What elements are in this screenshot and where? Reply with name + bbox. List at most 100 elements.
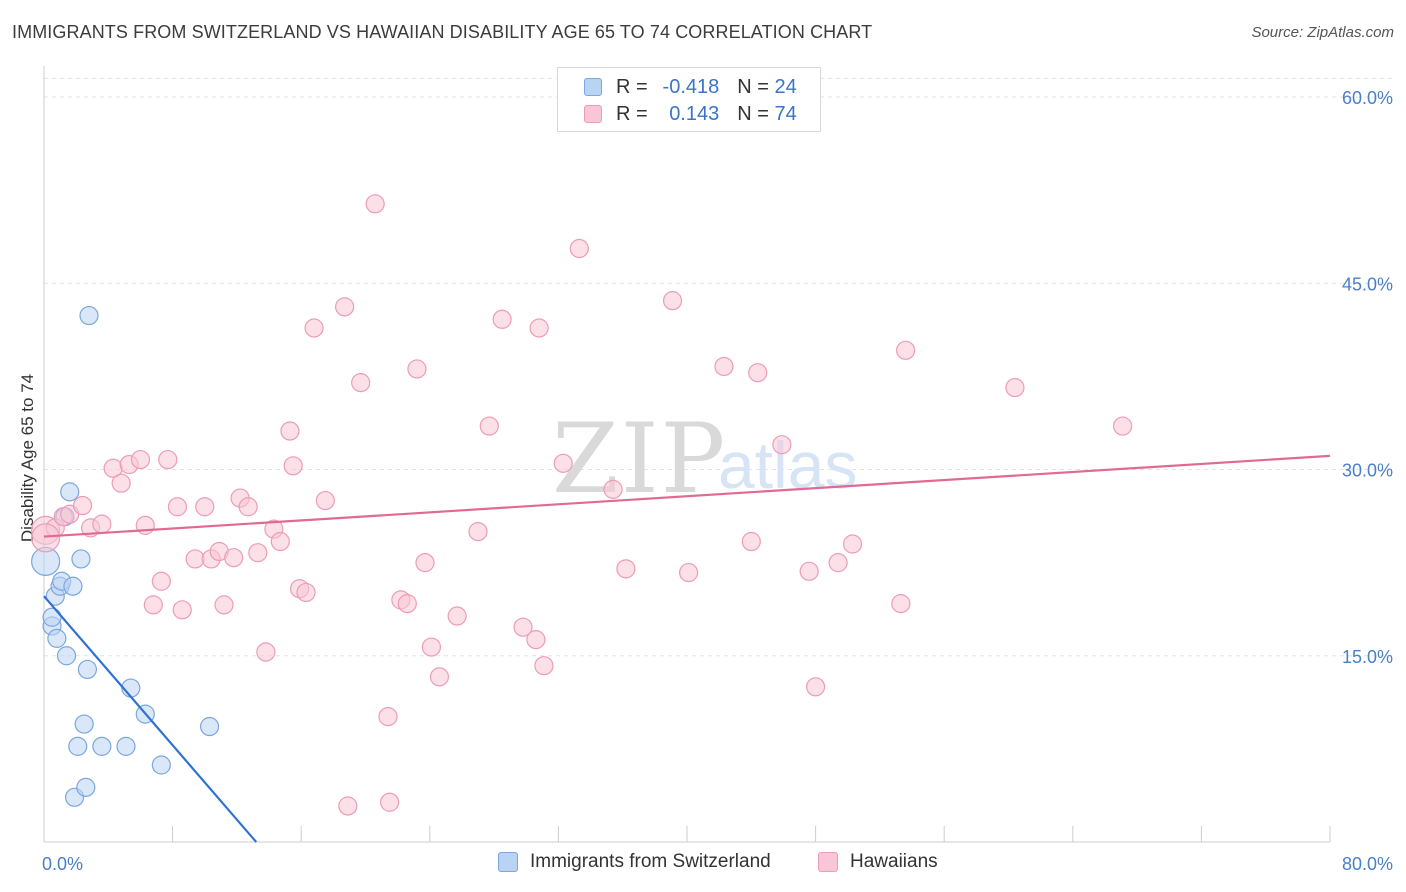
- legend-swatch-pink: [584, 105, 602, 123]
- switzerland-point: [56, 646, 77, 666]
- hawaiian-point: [479, 416, 499, 436]
- bottom-legend-switzerland: Immigrants from Switzerland: [498, 851, 771, 873]
- switzerland-point: [74, 714, 94, 734]
- switzerland-point: [76, 777, 96, 797]
- bottom-legend-swatch-pink: [818, 852, 838, 872]
- hawaiian-point: [429, 667, 450, 687]
- hawaiian-point: [270, 531, 290, 552]
- switzerland-point: [92, 736, 112, 756]
- bottom-legend-hawaiians: Hawaiians: [818, 851, 938, 873]
- hawaiian-point: [748, 363, 768, 383]
- hawaiian-point: [365, 194, 385, 214]
- hawaiian-point: [842, 534, 863, 554]
- correlation-legend: R = -0.418 N = 24 R = 0.143 N = 74: [557, 67, 821, 132]
- switzerland-point: [60, 482, 80, 502]
- hawaiian-point: [338, 796, 358, 816]
- hawaiian-point: [421, 637, 442, 657]
- hawaiian-point: [185, 549, 205, 569]
- hawaiian-point: [616, 559, 636, 579]
- hawaiian-point: [335, 297, 355, 317]
- legend-r-label: R =: [616, 102, 648, 125]
- hawaiian-point: [447, 606, 467, 626]
- hawaiian-point: [603, 479, 623, 499]
- hawaiian-point: [111, 473, 131, 493]
- legend-swatch-blue: [584, 78, 602, 96]
- legend-r-label: R =: [616, 75, 648, 98]
- hawaiian-point: [31, 523, 61, 553]
- hawaiian-point: [315, 490, 335, 511]
- hawaiian-point: [397, 594, 417, 614]
- hawaiian-point: [351, 373, 371, 393]
- bottom-legend-label: Immigrants from Switzerland: [530, 851, 771, 872]
- trend-lines: [43, 454, 1331, 843]
- hawaiian-point: [256, 642, 276, 662]
- hawaiian-point: [224, 548, 244, 568]
- hawaiian-point: [167, 497, 188, 517]
- y-tick-label: 45.0%: [1342, 274, 1393, 294]
- legend-row-hawaiians: R = 0.143 N = 74: [584, 101, 797, 127]
- chart-title: IMMIGRANTS FROM SWITZERLAND VS HAWAIIAN …: [12, 22, 873, 42]
- hawaiian-point: [378, 706, 398, 727]
- switzerland-point: [79, 305, 99, 326]
- hawaiian-trend-line: [43, 454, 1331, 538]
- x-tick-labels: 0.0% 80.0%: [42, 854, 1393, 874]
- hawaiian-point: [569, 238, 589, 259]
- hawaiian-point: [891, 594, 911, 614]
- switzerland-point: [42, 607, 62, 627]
- chart-source: Source: ZipAtlas.com: [1251, 24, 1394, 41]
- legend-n-label: N =: [737, 102, 769, 125]
- hawaiian-point: [828, 553, 848, 573]
- hawaiian-point: [679, 562, 699, 583]
- hawaiian-point: [662, 291, 683, 311]
- hawaiian-point: [799, 561, 819, 581]
- hawaiian-point: [280, 421, 300, 441]
- hawaiian-point: [151, 571, 171, 591]
- hawaiian-point: [172, 600, 192, 620]
- axes: [43, 66, 1331, 843]
- hawaiian-point: [896, 340, 916, 360]
- hawaiian-point: [304, 318, 324, 338]
- hawaiian-point: [130, 449, 151, 470]
- legend-r-value: -0.418: [662, 75, 720, 98]
- switzerland-point: [63, 576, 83, 596]
- x-tick-label: 0.0%: [42, 854, 83, 874]
- y-tick-label: 30.0%: [1342, 461, 1393, 481]
- hawaiian-point: [195, 497, 215, 517]
- hawaiian-point: [415, 553, 435, 573]
- hawaiian-point: [534, 656, 554, 676]
- switzerland-point: [71, 549, 91, 569]
- hawaiian-point: [380, 792, 400, 812]
- hawaiian-point: [283, 456, 303, 476]
- legend-r-value: 0.143: [669, 102, 720, 125]
- bottom-legend-swatch-blue: [498, 852, 518, 872]
- hawaiian-point: [143, 595, 163, 615]
- switzerland-point: [47, 628, 67, 648]
- hawaiian-point: [468, 521, 488, 542]
- y-tick-labels: 15.0% 30.0% 45.0% 60.0%: [1342, 88, 1393, 667]
- hawaiian-point: [772, 435, 792, 455]
- switzerland-point: [77, 659, 98, 680]
- hawaiian-point: [248, 543, 268, 563]
- y-tick-label: 60.0%: [1342, 88, 1393, 108]
- hawaiian-point: [513, 617, 533, 637]
- y-axis-label: Disability Age 65 to 74: [18, 374, 37, 542]
- hawaiian-point: [526, 630, 546, 650]
- switzerland-point: [116, 736, 136, 756]
- hawaiian-point: [553, 453, 573, 473]
- x-tick-label: 80.0%: [1342, 854, 1393, 874]
- switzerland-point: [68, 736, 88, 756]
- watermark: ZIP atlas: [552, 403, 857, 515]
- hawaiian-point: [529, 318, 549, 338]
- bottom-legend-label: Hawaiians: [850, 851, 938, 872]
- legend-n-value: 74: [774, 102, 797, 125]
- hawaiian-point: [158, 449, 178, 470]
- hawaiian-point: [296, 582, 316, 603]
- hawaiian-point: [492, 309, 512, 329]
- hawaiian-point: [72, 495, 93, 516]
- switzerland-trend-line: [43, 595, 258, 843]
- switzerland-point: [151, 755, 171, 775]
- hawaiian-point: [238, 497, 258, 517]
- hawaiian-point: [92, 514, 112, 534]
- y-tick-label: 15.0%: [1342, 647, 1393, 667]
